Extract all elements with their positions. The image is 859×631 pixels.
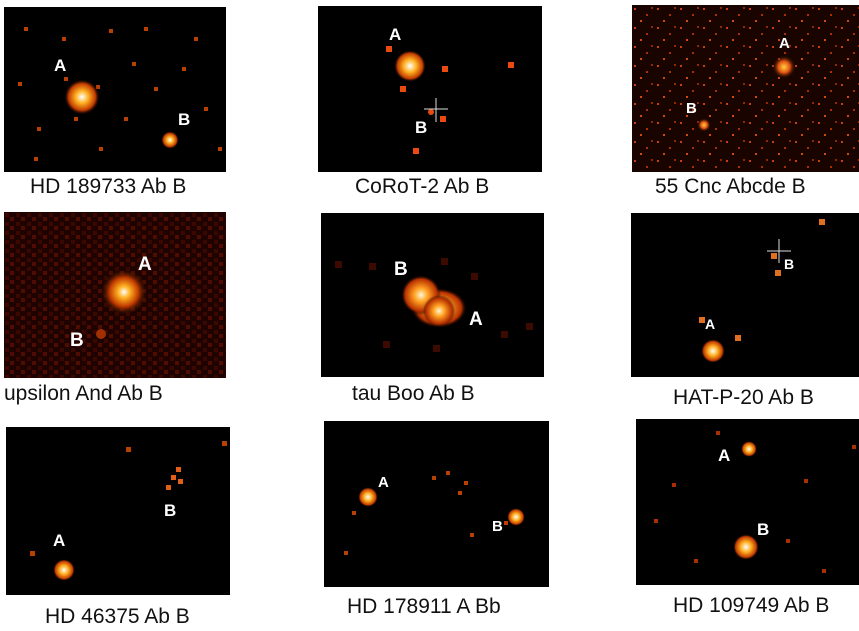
panel-caption: HD 46375 Ab B	[45, 605, 190, 628]
panel-caption: HD 189733 Ab B	[30, 175, 187, 198]
label-a: A	[469, 309, 483, 330]
xray-image-tauboo: B A	[321, 213, 544, 377]
label-b: B	[70, 330, 84, 351]
label-b: B	[415, 118, 427, 137]
xray-image-upsand: A B	[4, 212, 226, 378]
xray-image-svg: A B	[631, 213, 859, 377]
xray-image-hd178911: A B	[324, 421, 549, 587]
xray-image-svg: A B	[6, 427, 230, 595]
xray-image-svg: A B	[636, 419, 859, 585]
label-b: B	[164, 501, 176, 520]
label-a: A	[389, 25, 401, 44]
label-b: B	[492, 518, 503, 535]
label-b: B	[394, 259, 408, 280]
label-a: A	[779, 35, 790, 52]
label-a: A	[705, 316, 715, 332]
xray-image-55cnc: A B	[632, 5, 859, 172]
xray-image-hatp20: A B	[631, 213, 859, 377]
label-a: A	[53, 531, 65, 550]
xray-image-svg: A B	[4, 212, 226, 378]
label-b: B	[686, 100, 697, 117]
label-a: A	[54, 56, 66, 75]
xray-image-hd109749: A B	[636, 419, 859, 585]
panel-caption: 55 Cnc Abcde B	[655, 175, 806, 198]
label-a: A	[138, 254, 152, 275]
label-a: A	[718, 446, 730, 465]
xray-image-svg: B A	[321, 213, 544, 377]
panel-caption: upsilon And Ab B	[4, 382, 163, 405]
xray-image-svg: A B	[324, 421, 549, 587]
xray-image-hd46375: A B	[6, 427, 230, 595]
panel-caption: tau Boo Ab B	[352, 382, 475, 405]
xray-image-svg: A B	[4, 7, 226, 172]
panel-caption: HAT-P-20 Ab B	[673, 386, 814, 409]
xray-image-corot2: A B	[318, 6, 542, 172]
xray-image-svg: A B	[632, 5, 859, 172]
panel-caption: HD 109749 Ab B	[673, 594, 830, 617]
label-b: B	[757, 520, 769, 539]
xray-image-svg: A B	[318, 6, 542, 172]
label-b: B	[784, 256, 794, 272]
label-a: A	[378, 474, 389, 491]
panel-caption: HD 178911 A Bb	[347, 595, 501, 618]
xray-image-hd189733: A B	[4, 7, 226, 172]
panel-caption: CoRoT-2 Ab B	[355, 175, 490, 198]
label-b: B	[178, 110, 190, 129]
